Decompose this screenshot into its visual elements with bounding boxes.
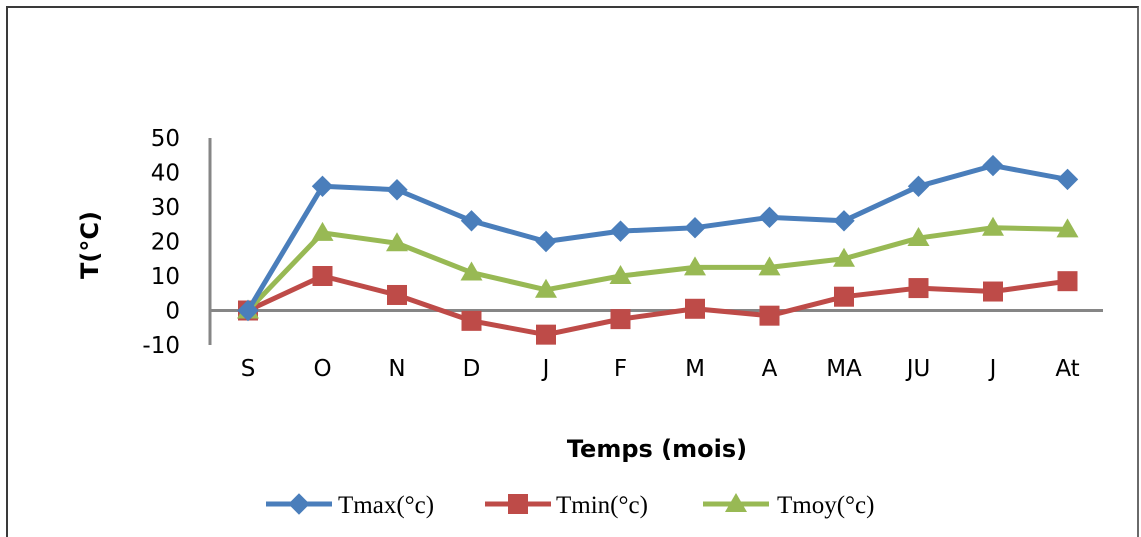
- y-tick-label: 30: [151, 195, 180, 221]
- data-point: [907, 175, 930, 198]
- y-tick-label: 20: [151, 230, 180, 256]
- data-point: [758, 256, 781, 276]
- y-axis-title: T(°C): [76, 211, 104, 279]
- data-point: [386, 179, 408, 201]
- data-point: [311, 175, 334, 198]
- series-diamond-group: [237, 154, 1079, 322]
- series-line: [245, 163, 1068, 312]
- data-point: [684, 216, 706, 239]
- data-point: [386, 232, 408, 252]
- data-point: [758, 206, 781, 229]
- x-tick-label: S: [241, 356, 256, 382]
- data-point: [610, 309, 631, 330]
- x-tick-label: At: [1055, 356, 1079, 382]
- data-point: [536, 324, 556, 345]
- legend-label: Tmoy(°c): [777, 492, 874, 519]
- x-axis-title: Temps (mois): [567, 435, 747, 463]
- x-tick-label: O: [313, 356, 331, 382]
- data-point: [1056, 218, 1079, 238]
- data-point: [1057, 271, 1078, 292]
- data-point: [237, 299, 259, 322]
- data-point: [833, 210, 855, 232]
- data-point: [908, 278, 929, 299]
- series-triangle-group: [237, 216, 1079, 319]
- data-point: [387, 284, 407, 305]
- legend-marker: [725, 493, 747, 512]
- x-tick-label: A: [762, 356, 778, 382]
- legend-item: Tmin(°c): [485, 492, 648, 519]
- x-tick-label: J: [541, 356, 550, 382]
- data-point: [609, 220, 632, 242]
- data-point: [982, 216, 1004, 236]
- series-line: [246, 273, 1068, 338]
- data-point: [833, 247, 855, 267]
- data-point: [1056, 168, 1079, 191]
- legend-label: Tmax(°c): [338, 492, 434, 519]
- chart-frame: [6, 6, 1139, 537]
- y-tick-label: -10: [142, 333, 180, 359]
- data-point: [311, 221, 334, 241]
- y-tick-label: 10: [151, 264, 180, 290]
- data-point: [460, 210, 483, 232]
- series-layer: [237, 154, 1079, 345]
- series-square-group: [238, 266, 1078, 345]
- data-point: [609, 265, 632, 284]
- legend: Tmax(°c) Tmin(°c) Tmoy(°c): [266, 492, 874, 519]
- data-point: [759, 305, 780, 326]
- data-point: [535, 278, 557, 298]
- data-point: [461, 310, 482, 331]
- x-tick-label: D: [463, 356, 481, 382]
- x-tick-label: J: [988, 356, 997, 382]
- x-tick-label: MA: [826, 356, 862, 382]
- data-point: [983, 281, 1003, 302]
- data-point: [535, 230, 557, 253]
- data-point: [684, 256, 706, 276]
- series-line: [246, 225, 1068, 313]
- x-tick-label: M: [685, 356, 705, 382]
- data-point: [907, 227, 930, 247]
- x-tick-label: N: [388, 356, 405, 382]
- legend-item: Tmax(°c): [266, 492, 434, 519]
- y-tick-label: 50: [151, 126, 180, 152]
- y-tick-label: 0: [165, 299, 180, 325]
- x-tick-label: F: [614, 356, 627, 382]
- data-point: [460, 261, 483, 281]
- legend-item: Tmoy(°c): [703, 492, 874, 519]
- data-point: [982, 154, 1004, 177]
- legend-marker: [288, 493, 310, 515]
- x-tick-label: JU: [905, 356, 931, 382]
- legend-label: Tmin(°c): [556, 492, 648, 519]
- data-point: [685, 298, 705, 319]
- data-point: [834, 286, 854, 307]
- y-tick-label: 40: [151, 161, 180, 187]
- data-point: [312, 266, 333, 286]
- legend-marker: [508, 494, 528, 514]
